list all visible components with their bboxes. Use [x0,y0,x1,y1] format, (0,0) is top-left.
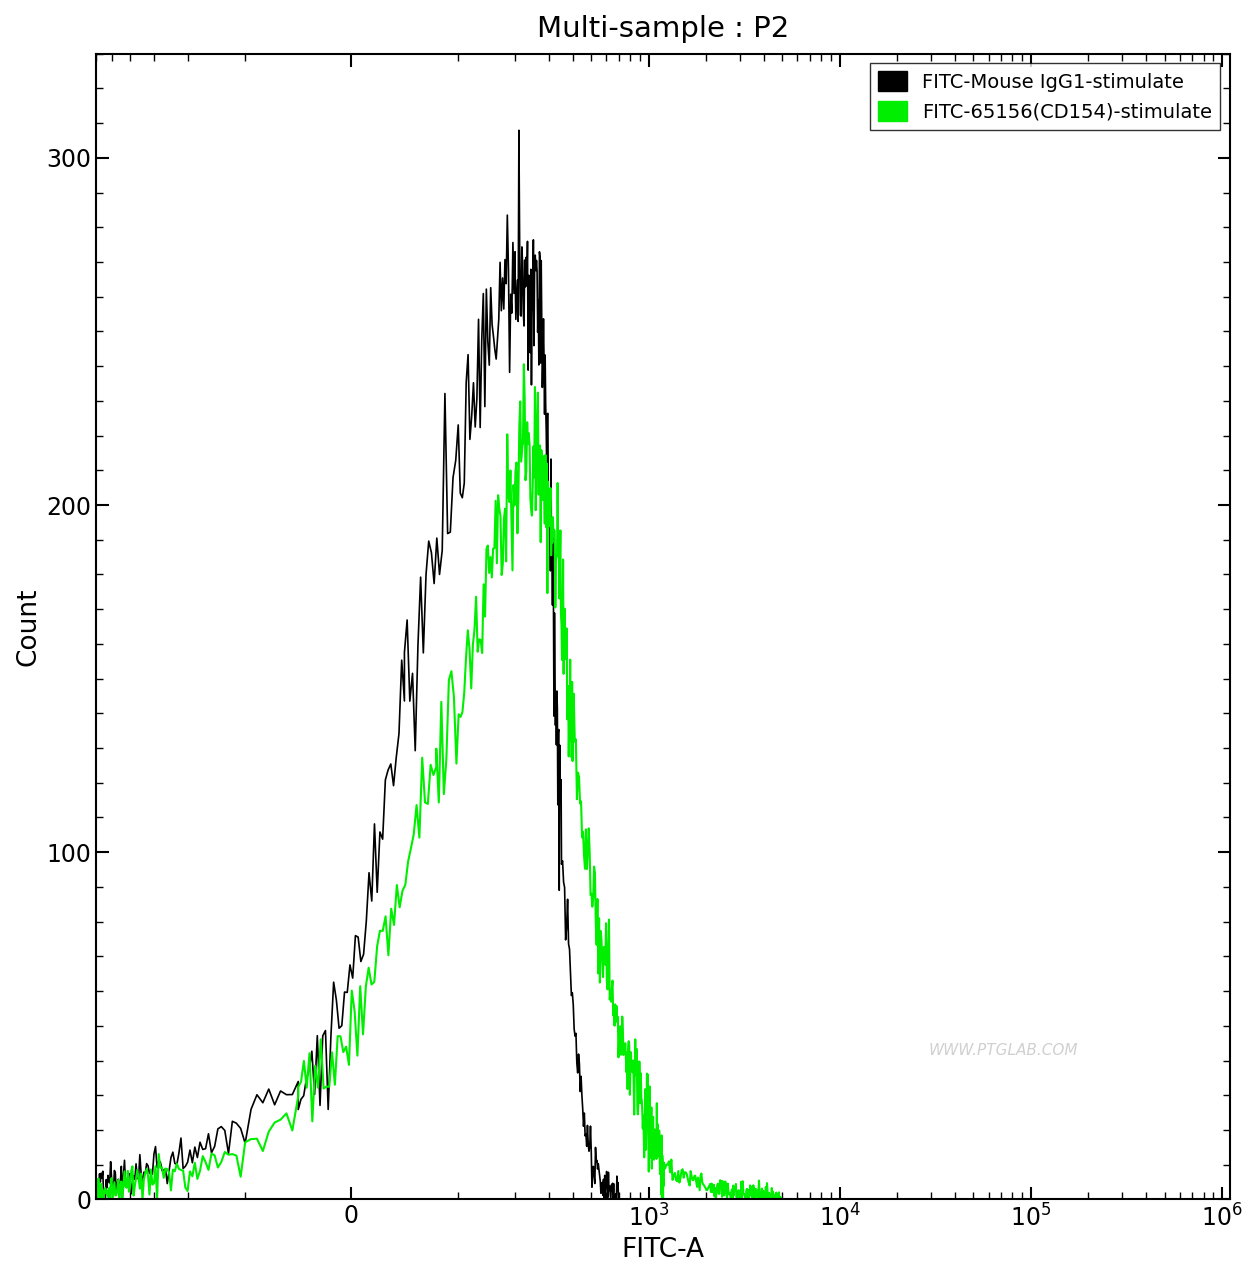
FITC-Mouse IgG1-stimulate [546,598,562,613]
Y-axis label: Count: Count [15,588,42,666]
Text: WWW.PTGLAB.COM: WWW.PTGLAB.COM [928,1043,1078,1058]
FITC-Mouse IgG1-stimulate [135,1176,150,1191]
FITC-Mouse IgG1-stimulate [89,1189,104,1204]
FITC-65156(CD154)-stimulate [89,1191,104,1206]
Line: FITC-65156(CD154)-stimulate: FITC-65156(CD154)-stimulate [97,364,973,1199]
FITC-65156(CD154)-stimulate [539,456,554,472]
FITC-Mouse IgG1-stimulate [656,1191,671,1206]
FITC-Mouse IgG1-stimulate [511,123,526,138]
FITC-65156(CD154)-stimulate [758,1187,773,1203]
FITC-Mouse IgG1-stimulate [598,1191,613,1206]
Line: FITC-Mouse IgG1-stimulate: FITC-Mouse IgG1-stimulate [97,130,663,1199]
FITC-65156(CD154)-stimulate [568,732,583,748]
FITC-65156(CD154)-stimulate [188,1155,203,1171]
Legend: FITC-Mouse IgG1-stimulate, FITC-65156(CD154)-stimulate: FITC-Mouse IgG1-stimulate, FITC-65156(CD… [870,64,1220,130]
FITC-Mouse IgG1-stimulate [553,783,568,799]
FITC-Mouse IgG1-stimulate [589,1154,604,1169]
FITC-65156(CD154)-stimulate [472,631,487,647]
X-axis label: FITC-A: FITC-A [622,1237,705,1263]
FITC-65156(CD154)-stimulate [516,357,531,372]
FITC-Mouse IgG1-stimulate [574,1068,589,1084]
FITC-65156(CD154)-stimulate [135,1191,150,1206]
Title: Multi-sample : P2: Multi-sample : P2 [538,15,789,43]
FITC-65156(CD154)-stimulate [966,1191,981,1206]
FITC-Mouse IgG1-stimulate [565,997,580,1012]
